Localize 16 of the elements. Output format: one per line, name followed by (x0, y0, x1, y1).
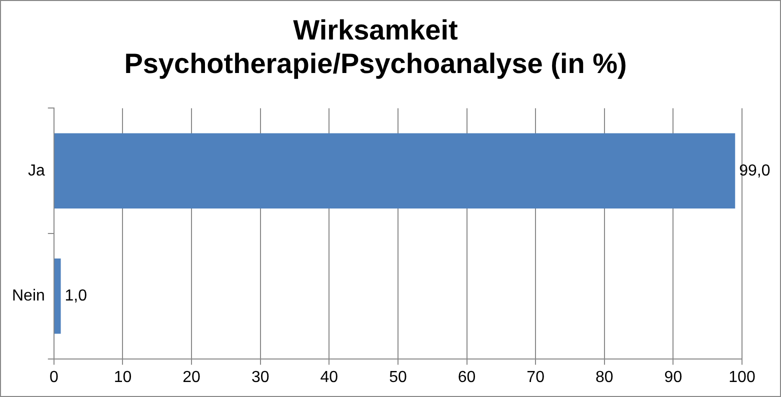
x-tick-label: 100 (728, 368, 756, 386)
x-tick-label: 60 (458, 368, 476, 386)
y-tick-label: Nein (12, 288, 45, 305)
x-tick-label: 10 (114, 368, 132, 386)
x-tick-label: 20 (182, 368, 201, 386)
x-tick-label: 90 (664, 368, 682, 386)
chart-title: Wirksamkeit Psychotherapie/Psychoanalyse (in %) (124, 14, 627, 80)
data-label: 99,0 (739, 162, 770, 180)
y-tick-label: Ja (28, 162, 45, 180)
x-tick-label: 0 (49, 368, 58, 386)
data-label: 1,0 (64, 288, 88, 305)
x-tick-label: 80 (595, 368, 614, 386)
x-tick-label: 70 (526, 368, 545, 386)
x-tick-label: 30 (251, 368, 270, 386)
x-tick-label: 40 (320, 368, 338, 386)
x-tick-label: 50 (389, 368, 407, 386)
